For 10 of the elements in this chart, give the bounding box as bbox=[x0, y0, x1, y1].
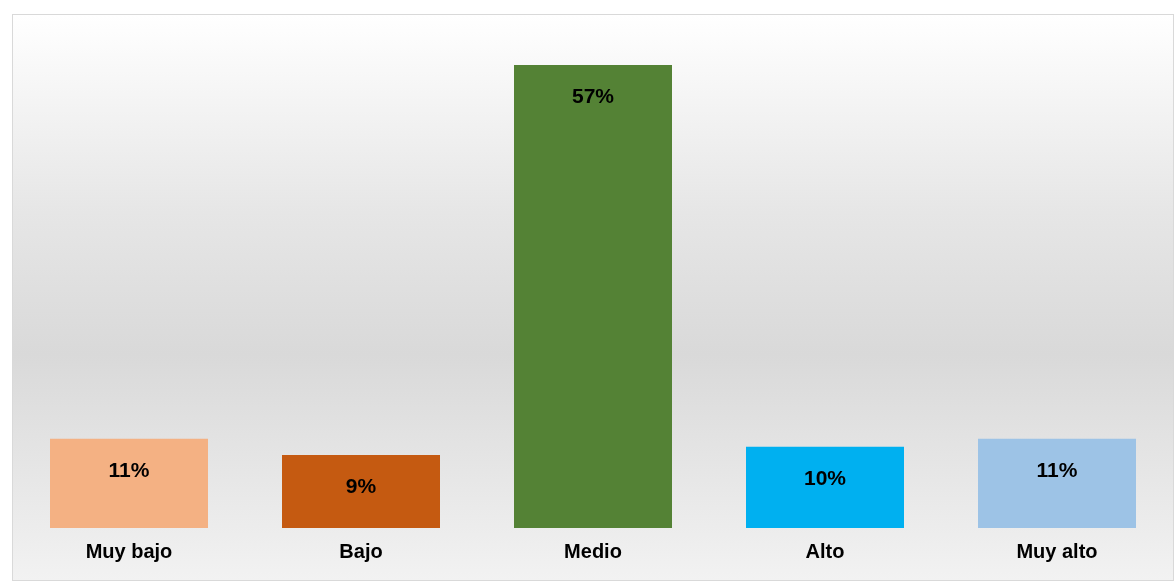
data-label: 57% bbox=[571, 84, 615, 107]
data-label: 11% bbox=[1036, 457, 1078, 481]
data-label: 10% bbox=[803, 465, 847, 489]
x-tick-label: Bajo bbox=[339, 540, 383, 563]
x-tick-label: Muy alto bbox=[1016, 540, 1098, 563]
data-label: 11% bbox=[108, 457, 150, 481]
x-tick-label: Medio bbox=[564, 540, 622, 563]
x-tick-label: Muy bajo bbox=[85, 540, 173, 563]
data-label: 9% bbox=[345, 473, 377, 497]
x-tick-label: Alto bbox=[805, 540, 845, 563]
